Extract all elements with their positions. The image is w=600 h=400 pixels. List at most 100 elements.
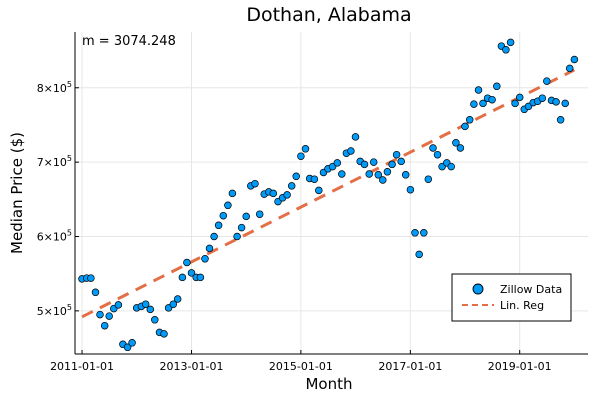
x-tick-label: 2015-01-01 xyxy=(269,360,333,373)
data-point xyxy=(538,94,547,102)
data-point xyxy=(452,139,460,147)
data-point xyxy=(369,158,378,166)
data-point xyxy=(556,116,565,124)
x-axis-title: Month xyxy=(305,375,352,393)
data-point xyxy=(420,229,428,237)
legend-box xyxy=(451,273,572,322)
data-point xyxy=(224,201,232,210)
data-point xyxy=(242,212,250,221)
y-tick-label: 6×105 xyxy=(37,229,72,244)
data-point xyxy=(237,223,246,232)
data-point xyxy=(292,172,300,181)
data-point xyxy=(543,77,551,85)
data-point xyxy=(360,160,369,169)
data-point xyxy=(251,179,259,188)
data-point xyxy=(474,86,483,94)
x-ticks: 2011-01-01 2013-01-01 2015-01-01 2017-01-01… xyxy=(50,350,552,373)
x-tick-label: 2013-01-01 xyxy=(160,360,224,373)
data-point xyxy=(201,255,209,263)
axes xyxy=(74,32,588,355)
grid xyxy=(75,32,588,354)
data-point xyxy=(105,312,113,320)
data-point xyxy=(173,295,182,303)
data-point xyxy=(456,144,465,152)
data-point xyxy=(351,133,360,141)
data-point xyxy=(411,229,419,237)
data-point xyxy=(338,170,346,178)
data-point xyxy=(287,182,296,190)
data-point xyxy=(100,321,109,330)
slope-annotation: m = 3074.248 xyxy=(82,34,176,49)
x-tick-label: 2019-01-01 xyxy=(488,360,552,373)
data-point xyxy=(269,189,278,198)
data-point xyxy=(333,159,342,167)
chart-title: Dothan, Alabama xyxy=(246,4,411,26)
data-point xyxy=(397,157,405,166)
data-point xyxy=(187,269,196,277)
data-point xyxy=(228,189,237,198)
data-point xyxy=(347,147,355,155)
data-point xyxy=(128,339,136,347)
data-point xyxy=(114,301,123,309)
data-point xyxy=(374,171,383,179)
scatter-points-layer xyxy=(78,38,579,352)
data-point xyxy=(169,300,178,308)
data-point xyxy=(255,210,264,218)
data-point xyxy=(415,250,423,259)
data-point xyxy=(461,122,469,131)
data-point xyxy=(91,288,100,297)
data-point xyxy=(401,171,410,179)
y-tick-label: 8×105 xyxy=(37,80,72,95)
data-point xyxy=(123,343,132,352)
data-point xyxy=(365,170,373,178)
data-point xyxy=(297,152,305,160)
data-point xyxy=(470,100,478,108)
legend-label-linreg: Lin. Reg xyxy=(500,299,544,312)
regression-line-layer xyxy=(81,68,576,319)
x-tick-label: 2011-01-01 xyxy=(50,360,114,373)
y-axis-title: Median Price ($) xyxy=(8,132,26,254)
data-point xyxy=(205,244,214,253)
data-point xyxy=(570,55,579,64)
data-point xyxy=(565,64,574,73)
y-tick-label: 5×105 xyxy=(37,303,72,318)
data-point xyxy=(552,98,560,106)
data-point xyxy=(561,99,569,108)
data-point xyxy=(151,316,159,324)
data-point xyxy=(233,232,241,241)
data-point xyxy=(479,99,487,108)
data-point xyxy=(465,116,474,124)
data-point xyxy=(219,211,228,220)
data-point xyxy=(488,95,496,104)
y-tick-label: 7×105 xyxy=(37,154,72,169)
data-point xyxy=(96,310,104,319)
data-point xyxy=(178,273,187,282)
data-point xyxy=(433,150,442,159)
data-point xyxy=(506,38,515,47)
data-point xyxy=(392,150,401,159)
data-point xyxy=(511,99,519,108)
data-point xyxy=(301,145,310,153)
data-point xyxy=(515,93,524,102)
data-point xyxy=(196,273,205,282)
x-tick-label: 2017-01-01 xyxy=(378,360,442,373)
data-point xyxy=(429,144,437,152)
data-point xyxy=(383,168,392,176)
legend: Zillow Data Lin. Reg xyxy=(451,273,572,322)
data-point xyxy=(502,46,510,54)
data-point xyxy=(315,186,323,195)
data-point xyxy=(447,162,455,171)
legend-label-zillow: Zillow Data xyxy=(500,283,562,296)
data-point xyxy=(310,175,319,183)
data-point xyxy=(146,305,155,314)
data-point xyxy=(379,176,387,184)
data-point xyxy=(160,330,168,338)
data-point xyxy=(406,185,415,194)
data-point xyxy=(493,82,501,91)
data-point xyxy=(87,274,95,282)
data-point xyxy=(141,300,150,308)
legend-marker-zillow xyxy=(472,283,484,295)
data-point xyxy=(214,221,223,230)
